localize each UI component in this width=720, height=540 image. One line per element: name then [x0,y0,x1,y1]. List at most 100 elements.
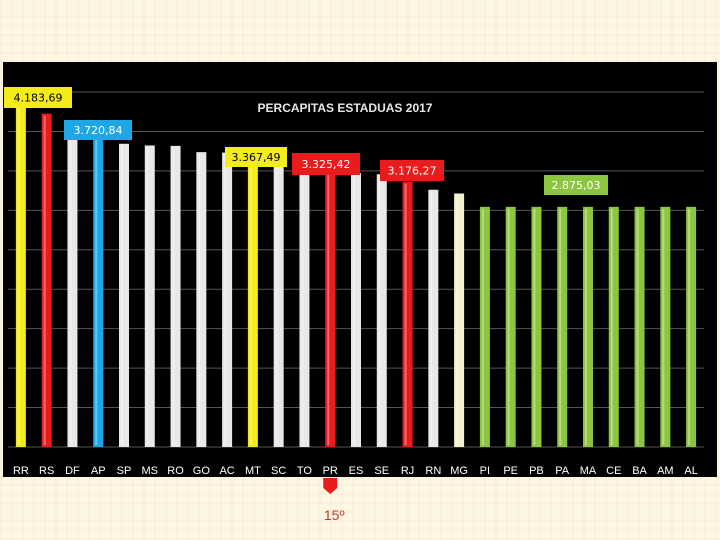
bar-highlight [275,168,278,445]
bar-rj [402,181,413,447]
callout-box [4,87,72,108]
bar-highlight [327,171,330,446]
bar-ce [608,206,619,447]
bar-rs [41,113,52,447]
bar-mg [454,193,465,447]
bar-highlight [17,99,20,446]
category-label: ES [349,465,364,477]
rank-marker: 15º [323,478,345,523]
bar-to [299,167,310,448]
bar-highlight [662,208,665,445]
category-label: DF [65,465,80,477]
value-callouts: 4.183,69 3.720,84 3.367,49 3.325,42 3.176,27… [4,87,608,195]
category-label: RJ [401,465,414,477]
category-label: PI [480,465,490,477]
bar-highlight [172,147,175,445]
bar-pr [325,169,336,448]
bar-ba [634,206,645,447]
bar-pe [505,206,516,447]
bar-sp [119,143,129,447]
rank-label: 15º [324,507,345,523]
bar-pa [557,206,568,447]
category-label: PE [503,465,518,477]
bar-highlight [249,167,252,445]
bar-highlight [507,208,510,445]
bar-al [686,206,697,447]
category-label: RR [13,465,29,477]
bar-ms [144,145,155,448]
bar-am [660,206,671,447]
category-label: RO [167,465,184,477]
callout-box [380,160,444,181]
category-label: MG [450,465,468,477]
category-label: TO [297,465,313,477]
callout-value: 2.875,03 [552,179,601,192]
bar-highlight [636,208,639,445]
callout-box [64,120,132,140]
category-label: RS [39,465,54,477]
callout-value: 3.325,42 [302,158,351,171]
bar-highlight [146,147,149,446]
bar-ap [93,136,104,447]
bar-ac [222,152,233,447]
bar-highlight [456,195,459,445]
category-label: AL [684,465,697,477]
category-label: RN [425,465,441,477]
bar-highlight [301,169,304,446]
callout-box [544,175,608,195]
bar-highlight [224,154,227,445]
bar-es [351,173,361,447]
bar-pi [479,206,490,447]
bar-highlight [198,154,201,445]
bar-highlight [533,208,536,445]
bar-rn [428,189,439,447]
bar-highlight [121,145,123,445]
category-label: MA [580,465,597,477]
category-label: PB [529,465,544,477]
bar-highlight [404,183,407,445]
bar-highlight [353,175,355,445]
bar-highlight [610,208,613,445]
category-label: SP [117,465,132,477]
category-label: AP [91,465,106,477]
bars [15,97,697,448]
bar-highlight [43,115,46,445]
bar-ro [170,145,181,447]
bar-sc [273,166,284,447]
bar-highlight [559,208,562,445]
category-label: MS [142,465,159,477]
category-label: AC [219,465,234,477]
bar-df [67,125,78,447]
bar-highlight [430,191,433,445]
category-label: PA [555,465,570,477]
bar-pb [531,206,542,447]
callout-value: 3.720,84 [74,124,123,137]
category-label: PR [323,465,338,477]
category-label: SC [271,465,286,477]
callout-value: 3.176,27 [388,165,437,178]
category-labels: RR RS DF AP SP MS RO GO AC MT SC TO PR ES SE RJ RN MG PI PE… [13,465,698,477]
callout-box [225,147,287,167]
category-label: SE [374,465,389,477]
callout-value: 3.367,49 [232,151,281,164]
bar-highlight [585,208,587,445]
bar-rr [15,97,26,448]
bar-highlight [688,208,691,445]
chart-title: PERCAPITAS ESTADUAS 2017 [258,101,433,115]
bar-ma [583,206,593,447]
bar-highlight [481,208,484,445]
category-label: GO [193,465,211,477]
bar-highlight [378,176,381,445]
category-label: CE [606,465,621,477]
bar-se [376,174,387,447]
category-label: AM [657,465,674,477]
bar-mt [247,165,258,447]
bar-highlight [69,127,72,445]
callout-value: 4.183,69 [14,92,63,105]
category-label: BA [632,465,647,477]
bar-go [196,152,207,447]
bar-highlight [95,138,98,445]
category-label: MT [245,465,261,477]
callout-box [292,153,360,175]
